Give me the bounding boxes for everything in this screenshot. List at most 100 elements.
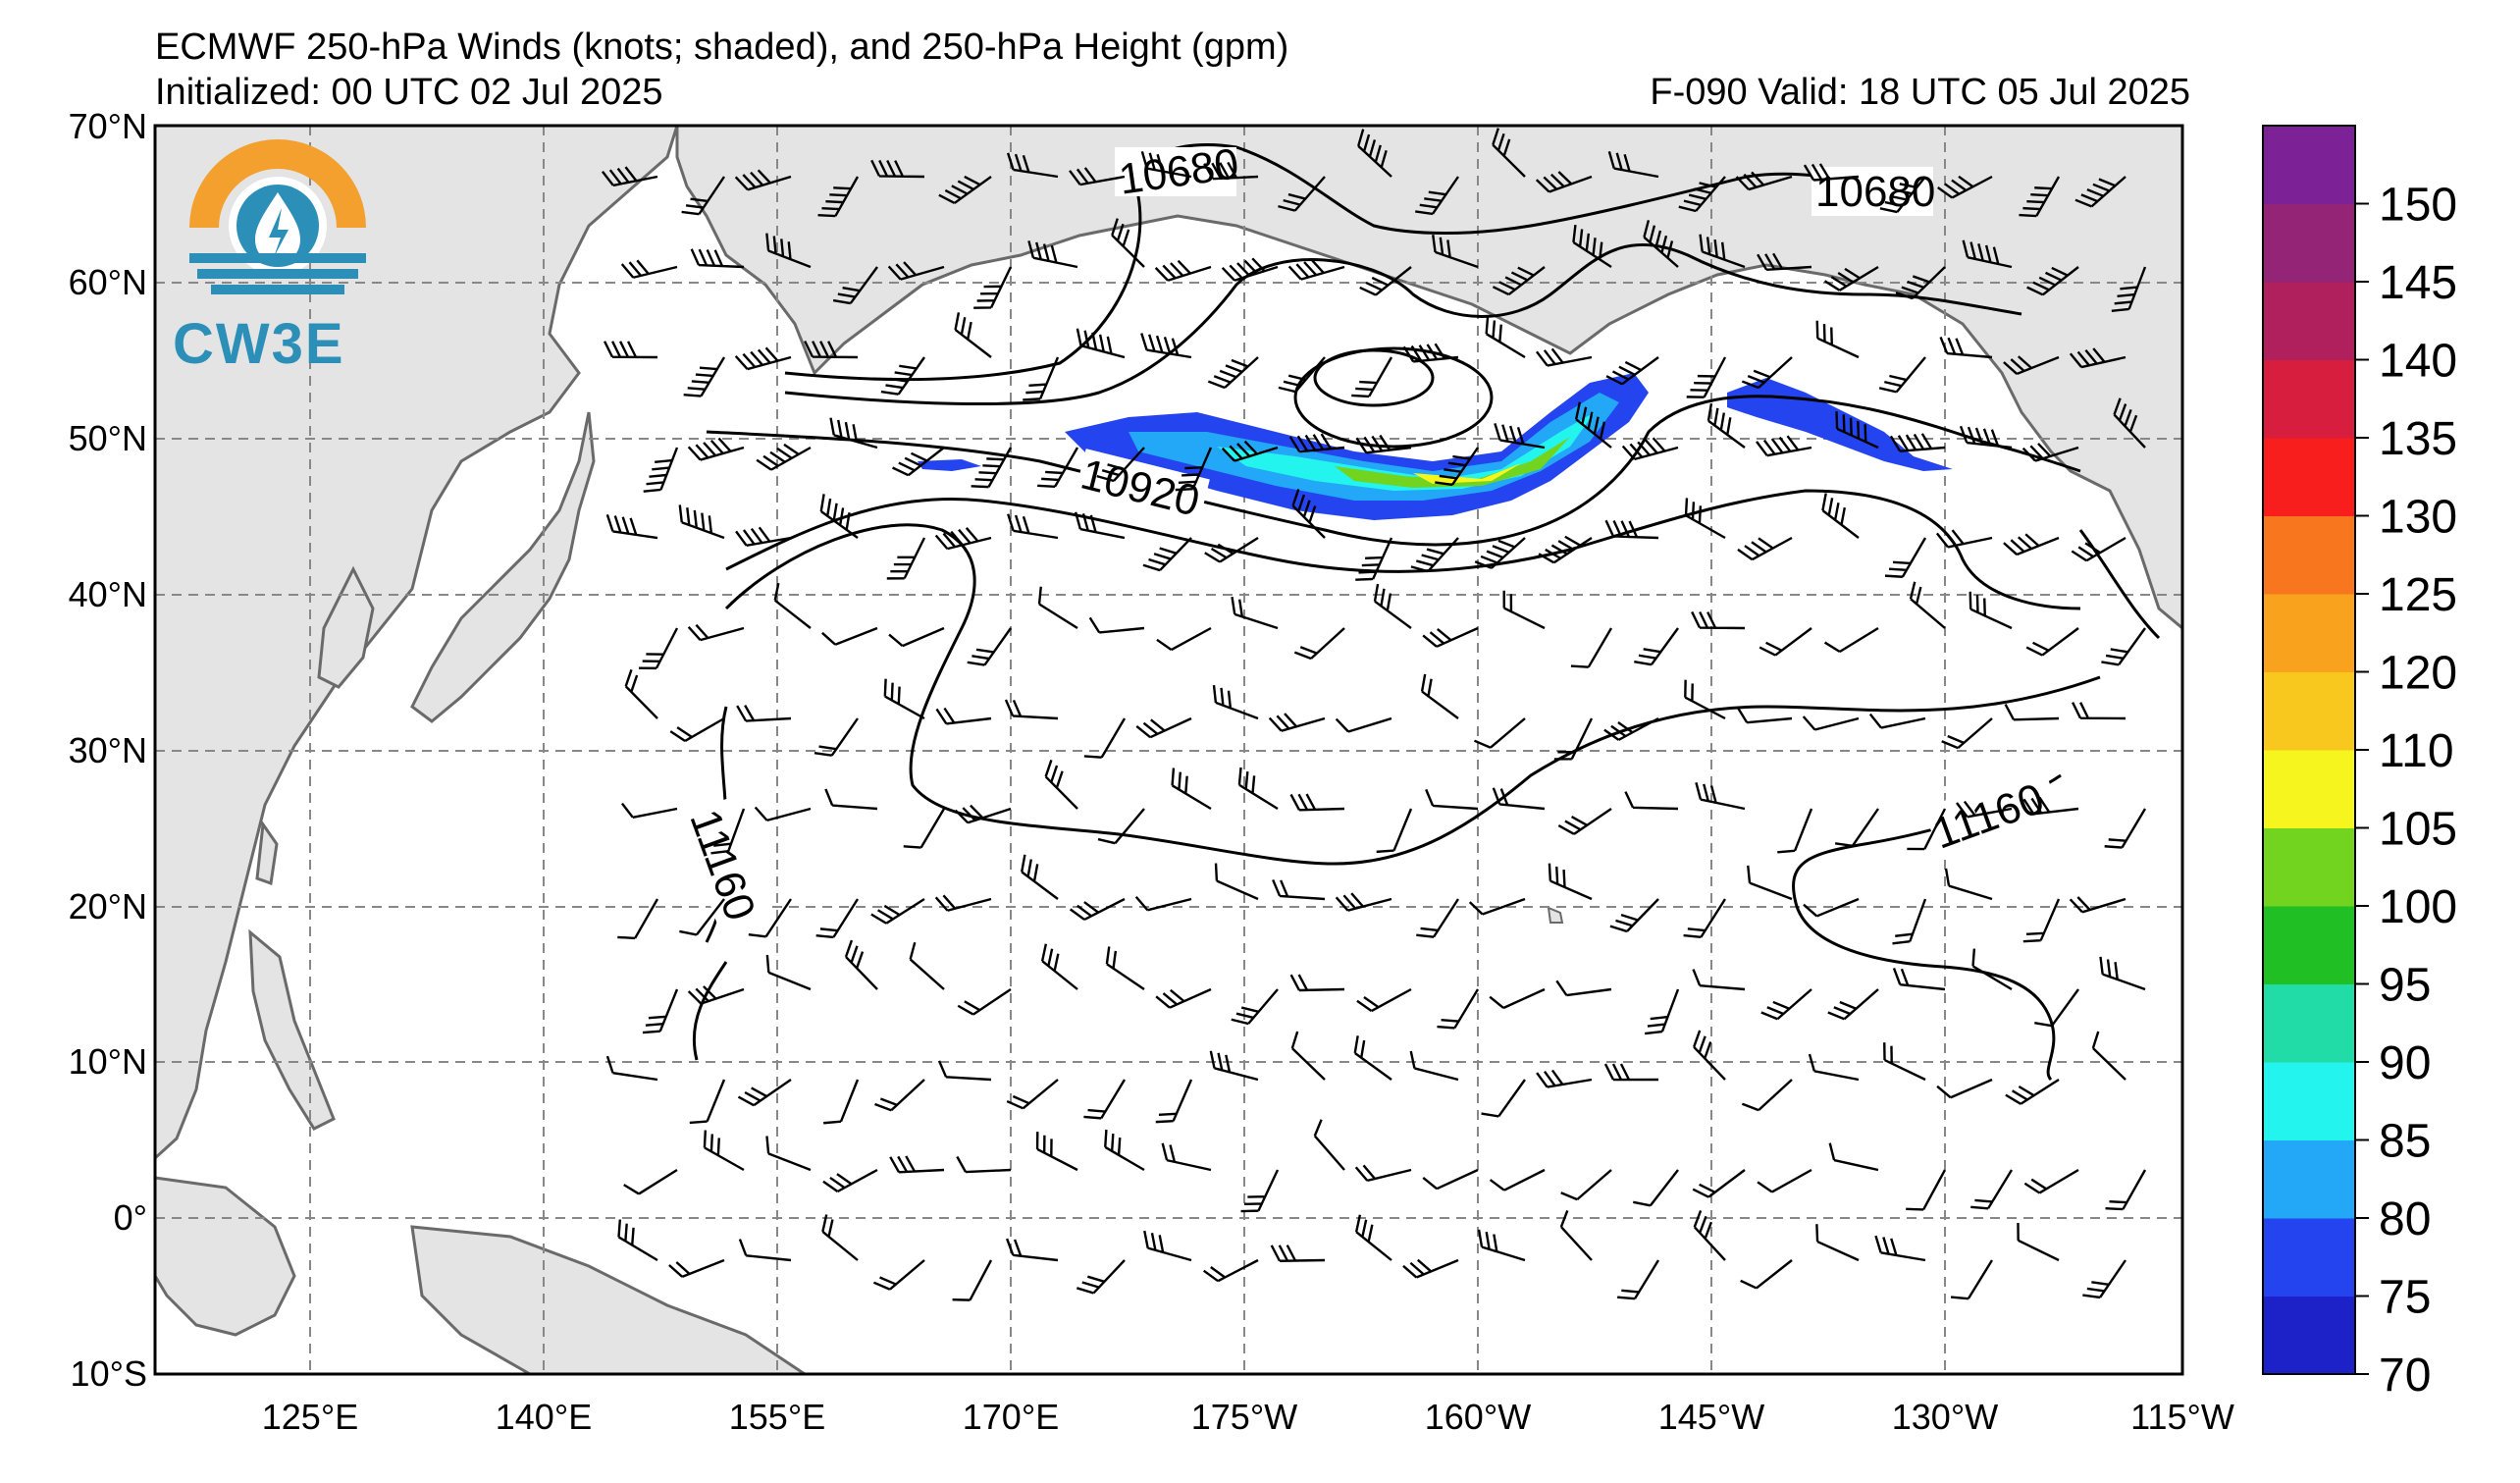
wind-barb xyxy=(1607,150,1659,179)
wind-barb xyxy=(804,341,859,359)
contour-low-inner xyxy=(1313,348,1435,407)
lat-label: 10°S xyxy=(71,1353,147,1394)
wind-barb xyxy=(1207,356,1259,390)
wind-barb xyxy=(1096,447,1145,483)
lon-label: 140°E xyxy=(496,1397,592,1437)
wind-barb xyxy=(1574,401,1612,449)
wind-barb xyxy=(1756,435,1812,457)
wind-barb xyxy=(1962,239,2013,269)
wind-barb xyxy=(1097,808,1145,845)
wind-barb xyxy=(1289,793,1345,812)
wind-barb xyxy=(1907,808,1947,851)
lon-label: 125°E xyxy=(262,1397,358,1437)
wind-barb xyxy=(1874,1235,1926,1262)
wind-barb xyxy=(1827,988,1879,1021)
wind-barb xyxy=(1538,535,1593,564)
wind-barb xyxy=(1757,252,1812,271)
initialized-time: Initialized: 00 UTC 02 Jul 2025 xyxy=(155,72,663,113)
wind-barb xyxy=(1935,529,1993,549)
valid-time: F-090 Valid: 18 UTC 05 Jul 2025 xyxy=(1650,72,2190,113)
wind-barb xyxy=(1420,673,1459,719)
wind-barb xyxy=(2005,1078,2060,1105)
colorbar-label: 130 xyxy=(2379,492,2457,544)
wind-barb xyxy=(1354,1164,1412,1183)
wind-barb xyxy=(2069,347,2126,369)
wind-barb xyxy=(1240,1169,1280,1213)
wind-barb xyxy=(1559,1209,1593,1261)
wind-barb xyxy=(1572,225,1612,269)
wind-barb xyxy=(1815,320,1860,359)
wind-barb xyxy=(1536,347,1593,367)
wind-barb xyxy=(710,808,746,855)
wind-barb xyxy=(815,898,860,939)
wind-barb xyxy=(1892,898,1927,945)
wind-barb xyxy=(1135,716,1192,739)
wind-barb xyxy=(2091,1031,2126,1081)
wind-barb xyxy=(822,1168,878,1193)
contour-11160-lower-line xyxy=(692,961,728,1061)
wind-barb xyxy=(678,504,725,540)
wind-barb xyxy=(1415,176,1459,216)
wind-barb xyxy=(1422,626,1479,648)
wind-barb xyxy=(817,176,860,218)
wind-barb xyxy=(1536,1069,1593,1088)
wind-barb xyxy=(1560,1169,1612,1201)
lat-label: 30°N xyxy=(69,730,147,770)
wind-barb xyxy=(1221,440,1279,462)
wind-barb xyxy=(639,627,679,670)
wind-barb xyxy=(1040,943,1078,990)
wind-barb xyxy=(1203,161,1259,181)
wind-barb xyxy=(737,1079,792,1107)
land-new-guinea xyxy=(410,1225,808,1374)
wind-barb xyxy=(1936,1078,1993,1099)
colorbar-swatch xyxy=(2263,203,2355,283)
wind-barb xyxy=(1821,493,1860,539)
wind-barb xyxy=(1076,1259,1126,1295)
wind-barb xyxy=(620,259,678,279)
wind-barb xyxy=(870,159,925,179)
wind-barb xyxy=(909,941,945,990)
wind-barb xyxy=(2004,704,2060,721)
wind-barb xyxy=(2022,898,2061,943)
land-taiwan xyxy=(255,820,279,886)
jet-core-90 xyxy=(1217,412,1595,491)
colorbar-swatch xyxy=(2263,282,2355,360)
wind-barb xyxy=(2113,397,2146,449)
wind-barb xyxy=(1489,987,1546,1010)
wind-barb xyxy=(1760,988,1812,1021)
wind-barb xyxy=(1737,536,1793,561)
wind-barb xyxy=(681,176,725,216)
wind-barb xyxy=(1879,176,1926,214)
colorbar-swatch xyxy=(2263,438,2355,516)
lon-label: 130°W xyxy=(1892,1397,1998,1437)
map-plot-area: 10680 10680 10920 11160 11160 xyxy=(155,126,2182,1374)
wind-barb xyxy=(2003,355,2060,376)
wind-barb xyxy=(1212,685,1259,720)
lat-label: 20°N xyxy=(69,886,147,927)
wind-barb xyxy=(889,1155,945,1174)
wind-barb xyxy=(1287,259,1345,281)
land-hawaii xyxy=(1547,906,1564,924)
wind-barb xyxy=(1892,967,1946,991)
wind-barb xyxy=(642,988,679,1034)
contour-10800-line xyxy=(784,243,2022,406)
colorbar-swatch xyxy=(2263,359,2355,439)
water-drop-sun-icon xyxy=(189,139,366,294)
colorbar-swatch xyxy=(2263,827,2355,907)
lon-label: 175°W xyxy=(1191,1397,1297,1437)
wind-barb xyxy=(1027,240,1078,269)
wind-barb xyxy=(1293,627,1345,661)
wind-barb xyxy=(872,1259,925,1291)
wind-barb xyxy=(1604,519,1659,540)
jet-core-100 xyxy=(1335,437,1570,488)
wind-barb xyxy=(2111,266,2147,312)
contour-10920-line xyxy=(706,395,2081,547)
wind-barb xyxy=(1156,626,1212,652)
wind-barb xyxy=(1609,898,1659,933)
lat-label: 50°N xyxy=(69,418,147,458)
wind-barb xyxy=(1231,597,1279,630)
wind-barb xyxy=(1693,1210,1726,1261)
wind-barb xyxy=(880,356,925,396)
wind-barb xyxy=(1231,988,1279,1026)
